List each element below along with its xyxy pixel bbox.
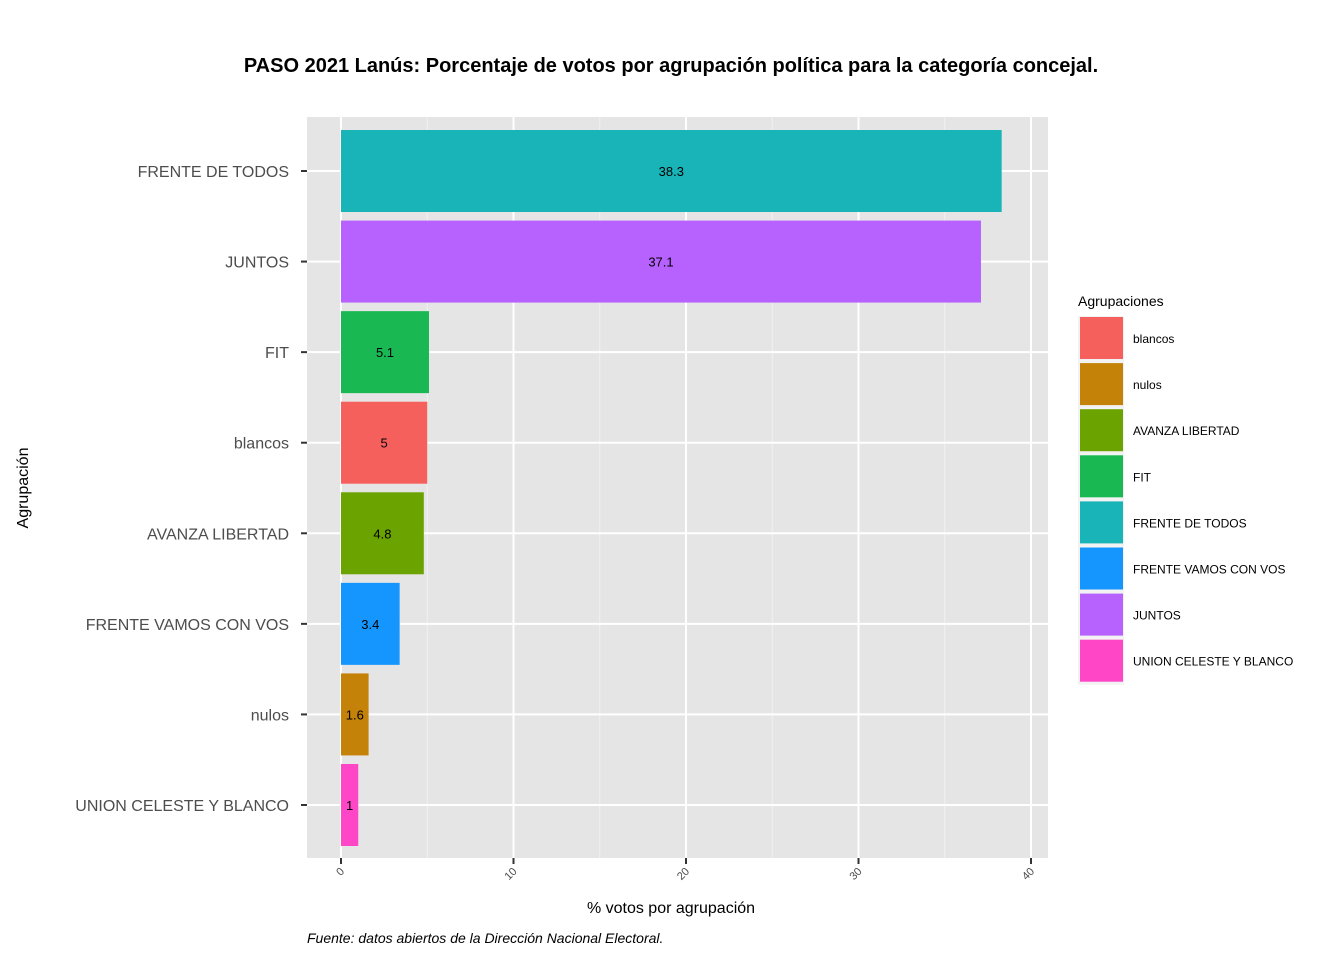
- x-tick-label: 20: [675, 866, 692, 883]
- data-label: 5.1: [376, 345, 394, 360]
- x-tick-labels: 0 10 20 30 40: [334, 858, 1037, 883]
- data-label: 5: [381, 436, 388, 451]
- y-tick-label: FRENTE DE TODOS: [138, 164, 289, 181]
- y-tick-label: JUNTOS: [225, 255, 289, 272]
- bar: [341, 130, 1002, 212]
- y-tick-label: AVANZA LIBERTAD: [147, 526, 289, 543]
- legend-label: nulos: [1133, 378, 1162, 392]
- legend-swatch: [1080, 363, 1123, 406]
- legend-swatch: [1080, 501, 1123, 544]
- legend: Agrupaciones blancos nulos AVANZA LIBERTAD…: [1078, 293, 1293, 685]
- y-tick-label: FRENTE VAMOS CON VOS: [86, 617, 289, 634]
- y-tick-label: blancos: [234, 436, 289, 453]
- legend-title: Agrupaciones: [1078, 293, 1164, 309]
- legend-swatch: [1080, 547, 1123, 590]
- legend-label: blancos: [1133, 332, 1174, 346]
- legend-label: FIT: [1133, 470, 1152, 484]
- legend-swatch: [1080, 317, 1123, 359]
- data-label: 4.8: [373, 526, 391, 541]
- bar: [341, 220, 981, 303]
- chart-title: PASO 2021 Lanús: Porcentaje de votos por…: [244, 55, 1098, 77]
- x-axis-label: % votos por agrupación: [587, 900, 755, 917]
- x-tick-label: 0: [334, 866, 347, 879]
- y-axis-label: Agrupación: [15, 448, 32, 529]
- bar: [341, 492, 424, 575]
- x-tick-label: 10: [502, 866, 519, 883]
- x-tick-label: 40: [1020, 866, 1037, 883]
- data-label: 3.4: [361, 617, 379, 632]
- legend-swatch: [1080, 593, 1123, 636]
- y-tick-labels: FRENTE DE TODOS JUNTOS FIT blancos AVANZA LI…: [75, 164, 307, 815]
- data-label: 38.3: [659, 164, 684, 179]
- legend-swatch: [1080, 455, 1123, 498]
- y-tick-label: nulos: [251, 707, 289, 724]
- legend-label: FRENTE VAMOS CON VOS: [1133, 563, 1285, 577]
- caption: Fuente: datos abiertos de la Dirección N…: [307, 930, 663, 946]
- y-tick-label: FIT: [265, 345, 289, 362]
- x-tick-label: 30: [847, 866, 864, 883]
- legend-swatch: [1080, 639, 1123, 682]
- bar: [341, 582, 400, 665]
- legend-label: AVANZA LIBERTAD: [1133, 424, 1240, 438]
- bars: 38.3 37.1 5.1 5 4.8 3.4 1.6 1: [341, 130, 1002, 846]
- data-label: 1.6: [346, 707, 364, 722]
- bar: [341, 401, 428, 484]
- legend-label: UNION CELESTE Y BLANCO: [1133, 655, 1293, 669]
- bar: [341, 311, 429, 394]
- data-label: 37.1: [648, 255, 673, 270]
- bar: [341, 673, 369, 756]
- legend-label: JUNTOS: [1133, 609, 1181, 623]
- y-tick-label: UNION CELESTE Y BLANCO: [75, 798, 289, 815]
- bar: [341, 764, 359, 846]
- legend-label: FRENTE DE TODOS: [1133, 516, 1247, 530]
- legend-swatch: [1080, 409, 1123, 452]
- data-label: 1: [346, 798, 353, 813]
